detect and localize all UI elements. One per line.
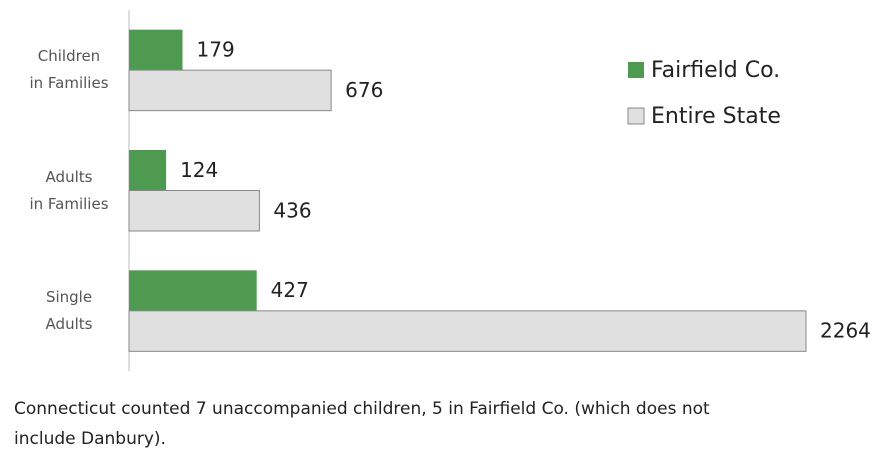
- value-label: 436: [273, 198, 311, 222]
- bar: [129, 270, 257, 311]
- value-label: 124: [180, 158, 218, 182]
- legend-swatch: [627, 107, 645, 125]
- bar: [129, 150, 167, 191]
- annotation: Connecticut counted 7 unaccompanied chil…: [14, 399, 710, 449]
- category-label: Single Adults: [45, 287, 93, 333]
- legend-label: Entire State: [651, 104, 781, 129]
- bar: [128, 310, 807, 352]
- legend-swatch: [628, 62, 644, 78]
- bar: [128, 69, 332, 112]
- value-label: 676: [345, 78, 383, 102]
- plot: 179 676 124 436 427 2264 Fairfield Co. Entire S…: [128, 10, 871, 371]
- value-label: 427: [271, 278, 309, 302]
- category-label: Adults in Families: [29, 167, 109, 213]
- value-label: 179: [197, 37, 235, 61]
- bar: [129, 29, 183, 71]
- legend-label: Fairfield Co.: [651, 58, 780, 83]
- category-label: Children in Families: [29, 47, 109, 93]
- bar: [128, 190, 260, 232]
- value-label: 2264: [820, 319, 871, 343]
